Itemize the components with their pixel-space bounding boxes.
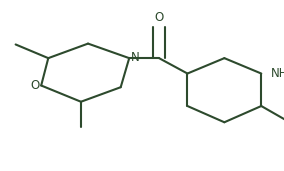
Text: O: O [30,79,39,92]
Text: NH: NH [271,67,284,80]
Text: O: O [154,11,164,24]
Text: N: N [131,51,140,64]
